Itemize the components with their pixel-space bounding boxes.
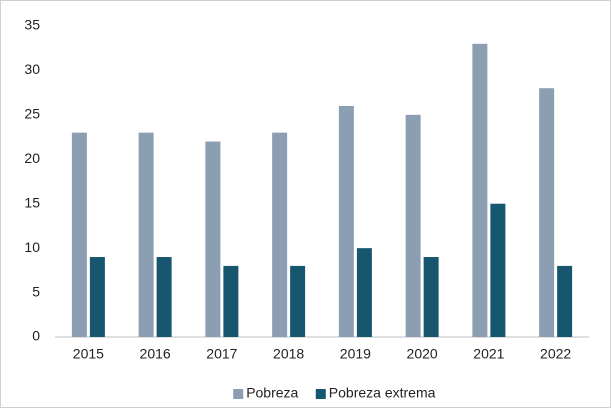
y-tick-label: 15 <box>24 194 40 210</box>
x-tick-label: 2019 <box>340 346 371 362</box>
x-tick-label: 2021 <box>473 346 504 362</box>
bar <box>272 132 288 337</box>
y-tick-label: 10 <box>24 239 40 255</box>
x-tick-label: 2017 <box>206 346 237 362</box>
x-tick-label: 2018 <box>273 346 304 362</box>
legend-label: Pobreza <box>246 385 298 401</box>
x-tick-label: 2022 <box>540 346 571 362</box>
x-tick-label: 2016 <box>140 346 171 362</box>
bar <box>356 248 372 337</box>
y-tick-label: 25 <box>24 106 40 122</box>
bar <box>472 43 488 338</box>
x-tick-label: 2020 <box>407 346 438 362</box>
y-tick-label: 0 <box>32 328 40 344</box>
y-tick-label: 30 <box>24 61 40 77</box>
bar <box>490 203 506 337</box>
bar <box>539 88 555 337</box>
bar <box>290 265 306 337</box>
legend-swatch <box>315 389 326 399</box>
y-tick-label: 20 <box>24 150 40 166</box>
bar <box>71 132 87 337</box>
bar <box>557 265 573 337</box>
bar <box>138 132 154 337</box>
bar <box>205 141 221 337</box>
bar <box>338 105 354 337</box>
bar <box>423 257 439 337</box>
bar <box>89 257 105 337</box>
y-tick-label: 5 <box>32 283 40 299</box>
x-tick-label: 2015 <box>73 346 104 362</box>
legend-label: Pobreza extrema <box>329 385 436 401</box>
bar <box>405 114 421 337</box>
y-tick-label: 35 <box>24 17 40 33</box>
bar <box>223 265 239 337</box>
legend-swatch <box>233 389 244 399</box>
bar <box>156 257 172 337</box>
